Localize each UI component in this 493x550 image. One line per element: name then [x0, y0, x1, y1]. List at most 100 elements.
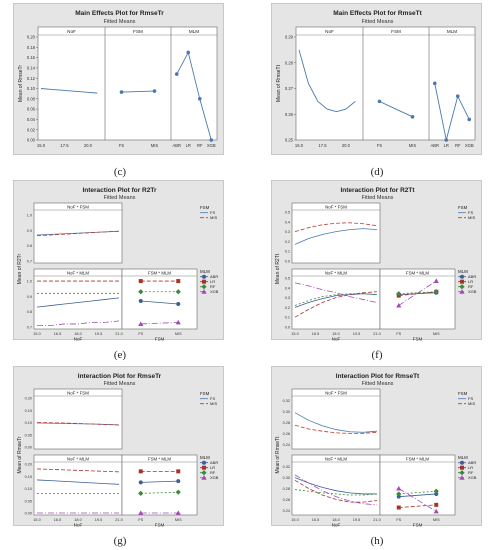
y-tick-label: 0.0 — [285, 326, 290, 330]
x-tick-label: MIS — [151, 143, 159, 148]
y-tick-label: 0.05 — [25, 499, 32, 503]
y-tick-label: 0.25 — [285, 138, 294, 143]
chart-title: Interaction Plot for RmseTr — [78, 373, 162, 380]
data-point-abr — [434, 491, 439, 496]
data-point-lr — [396, 505, 401, 510]
y-tick-label: 0.9 — [27, 295, 32, 299]
x-tick-label: 16.5 — [54, 332, 61, 336]
y-tick-label: 0.10 — [25, 487, 32, 491]
data-point-xgb — [138, 510, 144, 515]
legend-entry: RF — [210, 470, 216, 475]
x-tick-label: MIS — [175, 518, 182, 522]
legend-marker — [201, 470, 207, 476]
y-axis-label: Mean of RmseTt — [275, 436, 281, 474]
legend-title: MLM — [200, 455, 210, 460]
chart-subtitle: Fitted Means — [362, 381, 394, 387]
legend-entry: XGB — [468, 289, 477, 294]
y-tick-label: 1.0 — [27, 280, 32, 284]
plot-area — [121, 454, 198, 516]
y-tick-label: 0.30 — [283, 410, 290, 414]
caption-f: (f) — [371, 349, 383, 361]
series-line-rf — [294, 489, 378, 496]
legend-entry: ABR — [468, 460, 476, 465]
legend-marker — [460, 460, 464, 465]
x-tick-label: 16.5 — [312, 332, 319, 336]
x-tick-label: 15.0 — [33, 518, 40, 522]
y-tick-label: 0.15 — [25, 409, 32, 413]
facet-label: NoF * MLM — [325, 456, 348, 461]
legend-entry: FS — [468, 396, 473, 401]
x-tick-label: MIS — [409, 143, 417, 148]
y-axis-label: Mean of RmseTr — [18, 65, 24, 102]
y-tick-label: 0.16 — [27, 55, 36, 60]
x-tick-label: MIS — [433, 518, 440, 522]
y-tick-label: 1.0 — [27, 214, 32, 218]
facet-bottom-left: NoF * MLM 0.7 0.8 0.9 1.0 15.0 16.5 18.0 19.5 21.… — [27, 268, 123, 342]
y-tick-label: 0.08 — [27, 96, 36, 101]
data-point-lr — [138, 469, 143, 474]
facet-bottom-right: FSM * MLM FS MIS FSM — [121, 268, 198, 341]
x-axis-label: NoF — [74, 337, 83, 342]
y-tick-label: 0.3 — [285, 296, 290, 300]
y-tick-label: 0.00 — [27, 138, 36, 143]
y-tick-label: 0.10 — [25, 421, 32, 425]
legend-title: MLM — [458, 455, 468, 460]
data-point — [444, 138, 449, 142]
x-tick-label: FS — [138, 518, 143, 522]
y-tick-label: 0.04 — [27, 117, 36, 122]
data-point-abr — [396, 494, 401, 499]
y-tick-label: 0.30 — [283, 476, 290, 480]
facet-top-left: NoF * FSM 0.0 0.1 0.2 0.3 0.4 0.5 — [285, 202, 381, 264]
chart-title: Interaction Plot for R2Tt — [340, 187, 415, 194]
facet-label: MLM — [447, 29, 457, 34]
data-point-rf — [138, 289, 144, 295]
facet-label: NoF * FSM — [325, 390, 347, 395]
data-point-lr — [138, 279, 143, 284]
facet-bottom-right: FSM * MLM FS MIS FSM — [379, 268, 456, 341]
facet-top-left: NoF * FSM 0.00 0.05 0.10 0.15 0.20 — [25, 388, 123, 450]
y-axis-label: Mean of R2Tr — [17, 253, 23, 284]
facet-label: NoF — [325, 29, 334, 34]
legend-entry: MIS — [210, 401, 217, 406]
panel-d: Main Effects Plot for RmseTt Fitted Means… — [271, 3, 482, 155]
facet-label: FSM * MLM — [406, 456, 430, 461]
y-tick-label: 0.32 — [283, 399, 290, 403]
facet-bottom-right: FSM * MLM FS MIS FSM — [121, 454, 198, 528]
legend-entry: RF — [468, 470, 474, 475]
y-tick-label: 0.8 — [27, 310, 32, 314]
main-effects-chart: Main Effects Plot for RmseTt Fitted Means… — [276, 10, 476, 148]
x-tick-label: 20.0 — [84, 143, 93, 148]
legend-entry: XGB — [210, 475, 219, 480]
y-tick-label: 0.26 — [283, 498, 290, 502]
plot-area — [291, 388, 381, 450]
y-tick-label: 0.27 — [285, 86, 294, 91]
series-line-lr — [294, 479, 378, 503]
facet-label: MLM — [189, 29, 199, 34]
x-axis-label: NoF — [332, 523, 341, 528]
legend-title: MLM — [458, 269, 468, 274]
legend-entry: LR — [210, 465, 215, 470]
y-axis-label: Mean of RmseTt — [276, 64, 282, 102]
chart-subtitle: Fitted Means — [362, 195, 394, 201]
facet-label: NoF * MLM — [67, 456, 90, 461]
legend-marker — [202, 274, 206, 279]
x-tick-label: 18.0 — [332, 518, 339, 522]
facet-label: NoF * MLM — [67, 270, 90, 275]
x-axis-label: FSM — [155, 523, 165, 528]
series-line-xgb — [294, 474, 378, 506]
chart-title: Interaction Plot for RmseTt — [336, 373, 420, 380]
data-point-abr — [176, 302, 181, 307]
legend-marker — [201, 475, 207, 480]
y-tick-label: 0.28 — [283, 421, 290, 425]
y-tick-label: 0.7 — [27, 326, 32, 330]
x-axis-label: NoF — [332, 337, 341, 342]
y-tick-label: 0.15 — [25, 475, 32, 479]
main-effect-line — [40, 88, 98, 94]
x-tick-label: XGB — [207, 143, 216, 148]
y-tick-label: 0.26 — [283, 432, 290, 436]
plot-area — [379, 454, 456, 516]
